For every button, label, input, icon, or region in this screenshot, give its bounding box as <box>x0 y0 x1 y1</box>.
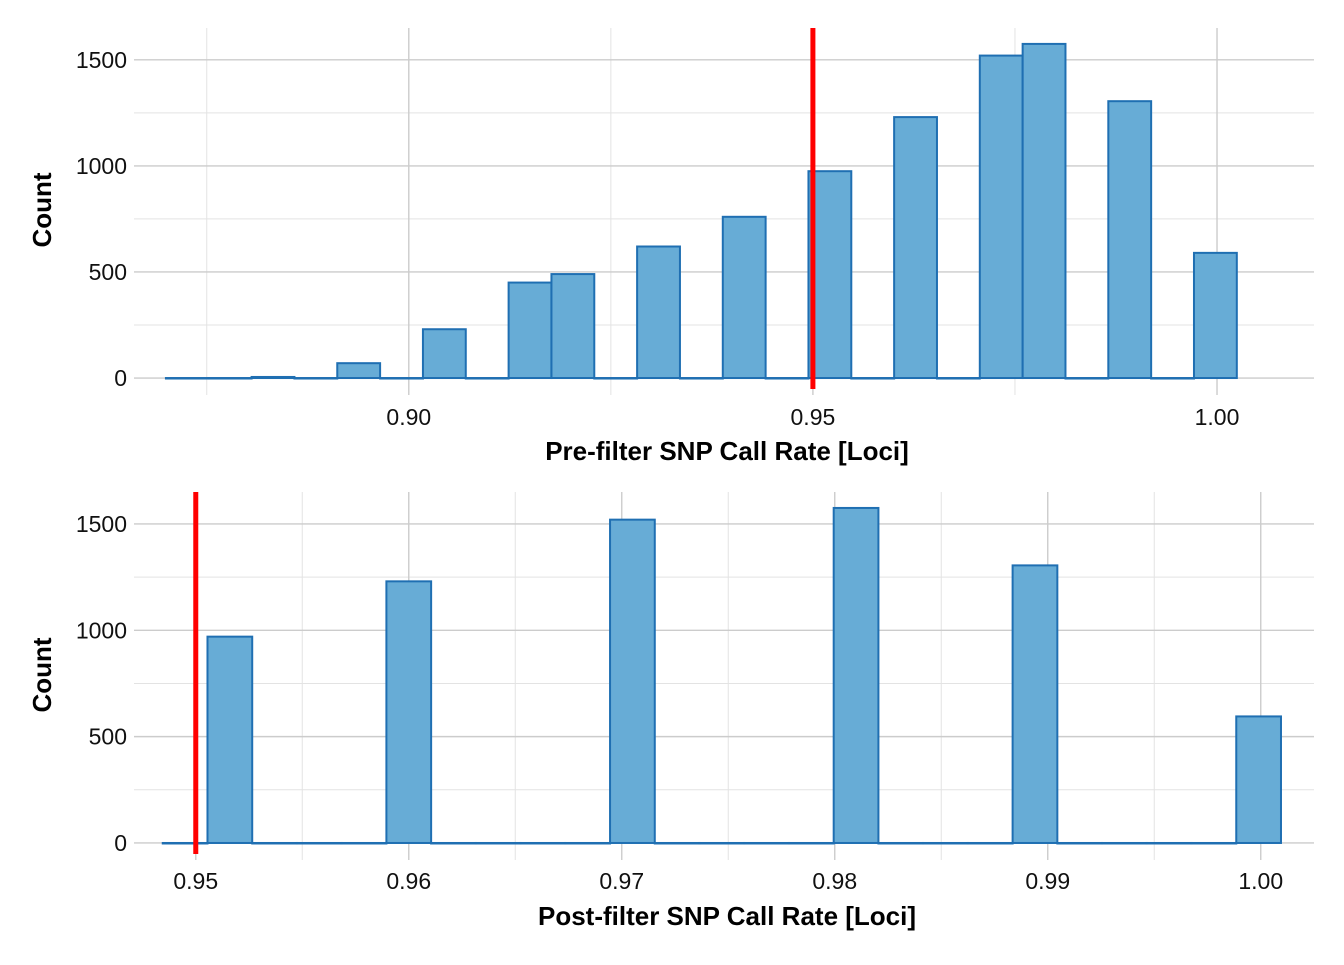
post-filter-x-axis-title: Post-filter SNP Call Rate [Loci] <box>538 901 916 931</box>
post-filter-x-tick-label: 0.99 <box>1025 868 1070 894</box>
pre-filter-bar-21 <box>1064 377 1110 380</box>
post-filter-bar-12 <box>698 841 746 845</box>
pre-filter-bar-9 <box>550 273 596 380</box>
pre-filter-bar-2 <box>250 375 296 380</box>
post-filter-bar-15 <box>832 506 880 844</box>
pre-filter-bar-7 <box>464 377 510 380</box>
post-filter-bar-18 <box>966 841 1014 845</box>
post-filter-bar-11 <box>653 841 701 845</box>
post-filter-x-tick-label: 0.96 <box>386 868 431 894</box>
post-filter-y-axis-title: Count <box>27 637 57 712</box>
post-filter-bar-13 <box>743 841 790 845</box>
pre-filter-bar-11 <box>636 245 681 380</box>
post-filter-bar-22 <box>1145 841 1193 845</box>
pre-filter-bar-4 <box>336 362 382 380</box>
pre-filter-bar-24 <box>1192 251 1238 380</box>
pre-filter-bar-18 <box>935 377 981 380</box>
post-filter-x-tick-label: 0.97 <box>599 868 644 894</box>
pre-filter-y-tick-label: 1000 <box>76 153 127 179</box>
post-filter-bar-6 <box>430 841 477 845</box>
post-filter-bar-4 <box>340 841 388 845</box>
pre-filter-y-tick-label: 0 <box>114 365 127 391</box>
post-filter-bar-14 <box>787 841 835 845</box>
pre-filter-bar-19 <box>978 54 1024 380</box>
pre-filter-bar-5 <box>379 377 424 380</box>
post-filter-bar-20 <box>1056 841 1104 845</box>
post-filter-bar-7 <box>474 841 522 845</box>
post-filter-bar-17 <box>922 841 969 845</box>
pre-filter-bar-17 <box>893 116 938 380</box>
post-filter-x-tick-label: 0.98 <box>812 868 857 894</box>
post-filter-bar-3 <box>295 841 343 845</box>
post-filter-bar-5 <box>385 580 433 844</box>
post-filter-bar-0 <box>161 841 209 845</box>
pre-filter-x-axis-title: Pre-filter SNP Call Rate [Loci] <box>545 436 909 466</box>
post-filter-x-tick-label: 0.95 <box>173 868 218 894</box>
pre-filter-x-tick-label: 0.95 <box>791 404 836 430</box>
pre-filter-bar-8 <box>507 281 553 380</box>
post-filter-x-tick-label: 1.00 <box>1238 868 1283 894</box>
pre-filter-bar-10 <box>593 377 639 380</box>
post-filter-bar-23 <box>1190 841 1238 845</box>
pre-filter-y-tick-label: 500 <box>89 259 127 285</box>
post-filter-histogram-panel: 0.95 0.96 0.97 0.98 0.99 1.00 0 500 1000 1500 Pos… <box>27 492 1314 931</box>
pre-filter-bar-23 <box>1150 377 1195 380</box>
pre-filter-bar-13 <box>721 215 767 380</box>
pre-filter-y-tick-label: 1500 <box>76 47 127 73</box>
pre-filter-bar-6 <box>421 328 467 380</box>
post-filter-bar-8 <box>519 841 567 845</box>
pre-filter-bar-15 <box>807 170 853 380</box>
post-filter-bar-2 <box>251 841 298 845</box>
pre-filter-bar-0 <box>164 377 210 380</box>
post-filter-bar-16 <box>877 841 925 845</box>
post-filter-y-tick-label: 500 <box>89 724 127 750</box>
pre-filter-histogram-panel: 0.90 0.95 1.00 0 500 1000 1500 Pre-filter SNP … <box>27 28 1314 466</box>
post-filter-y-tick-label: 1000 <box>76 617 127 643</box>
pre-filter-bar-16 <box>850 377 896 380</box>
pre-filter-bar-1 <box>207 377 253 380</box>
post-filter-bar-1 <box>206 635 254 844</box>
pre-filter-bar-22 <box>1107 100 1153 380</box>
pre-filter-x-tick-label: 1.00 <box>1195 404 1240 430</box>
pre-filter-x-tick-label: 0.90 <box>386 404 431 430</box>
post-filter-bar-19 <box>1011 564 1059 844</box>
post-filter-y-tick-label: 0 <box>114 830 127 856</box>
pre-filter-bar-12 <box>678 377 724 380</box>
post-filter-bar-24 <box>1235 715 1282 844</box>
pre-filter-bar-3 <box>293 377 339 380</box>
post-filter-y-tick-label: 1500 <box>76 511 127 537</box>
pre-filter-bar-14 <box>764 377 810 380</box>
post-filter-bar-9 <box>564 841 612 845</box>
post-filter-bar-10 <box>609 518 656 844</box>
post-filter-bar-21 <box>1101 841 1148 845</box>
pre-filter-y-axis-title: Count <box>27 172 57 247</box>
pre-filter-bar-20 <box>1021 42 1067 380</box>
